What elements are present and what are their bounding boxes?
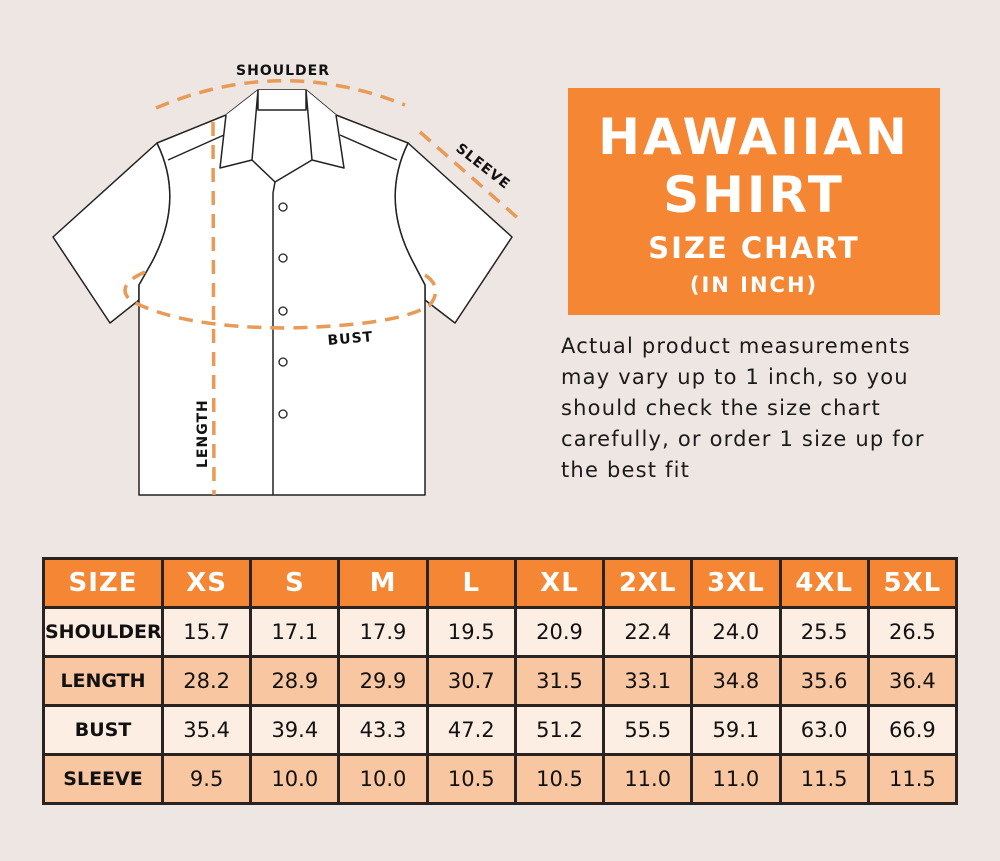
table-row-shoulder: SHOULDER 15.7 17.1 17.9 19.5 20.9 22.4 24.0 25.5… <box>42 606 959 658</box>
table-cell: 19.5 <box>425 606 517 658</box>
button-icon <box>278 409 288 419</box>
table-cell: 10.0 <box>337 753 429 805</box>
table-cell: 22.4 <box>602 606 694 658</box>
subtitle: SIZE CHART <box>648 231 860 265</box>
shirt-body <box>138 89 426 496</box>
table-cell: 29.9 <box>337 655 429 707</box>
header-size-3xl: 3XL <box>690 557 782 609</box>
table-cell: 17.1 <box>249 606 341 658</box>
table-cell: 35.4 <box>160 704 253 756</box>
shoulder-measure-line <box>155 79 406 110</box>
bust-label: BUST <box>327 329 374 349</box>
header-size-2xl: 2XL <box>602 557 694 609</box>
table-cell: 43.3 <box>337 704 429 756</box>
table-cell: 55.5 <box>602 704 694 756</box>
table-cell: 66.9 <box>866 704 959 756</box>
table-cell: 10.5 <box>425 753 517 805</box>
measurement-note: Actual product measurements may vary up … <box>561 334 925 482</box>
button-icon <box>278 202 288 212</box>
shirt-yoke <box>167 134 398 161</box>
header-size-5xl: 5XL <box>866 557 959 609</box>
table-cell: 26.5 <box>866 606 959 658</box>
table-cell: 63.0 <box>778 704 870 756</box>
table-cell: 39.4 <box>249 704 341 756</box>
table-cell: 34.8 <box>690 655 782 707</box>
table-cell: 9.5 <box>160 753 253 805</box>
table-cell: 31.5 <box>513 655 606 707</box>
table-cell: 51.2 <box>513 704 606 756</box>
header-size-m: M <box>337 557 429 609</box>
table-header-row: SIZE XS S M L XL 2XL 3XL 4XL 5XL <box>42 557 959 609</box>
table-cell: 28.9 <box>249 655 341 707</box>
row-label: SHOULDER <box>42 606 164 658</box>
table-cell: 24.0 <box>690 606 782 658</box>
table-cell: 17.9 <box>337 606 429 658</box>
header-size-l: L <box>425 557 517 609</box>
table-cell: 30.7 <box>425 655 517 707</box>
button-icon <box>278 357 288 367</box>
table-cell: 11.0 <box>602 753 694 805</box>
unit-label: (IN INCH) <box>689 273 819 297</box>
title-banner: HAWAIIAN SHIRT SIZE CHART (IN INCH) <box>568 88 940 315</box>
header-size-xl: XL <box>513 557 606 609</box>
table-row-bust: BUST 35.4 39.4 43.3 47.2 51.2 55.5 59.1 63.0 66.9 <box>42 704 959 756</box>
table-cell: 36.4 <box>866 655 959 707</box>
row-label: LENGTH <box>42 655 164 707</box>
shoulder-label: SHOULDER <box>236 63 330 79</box>
table-cell: 33.1 <box>602 655 694 707</box>
row-label: BUST <box>42 704 164 756</box>
table-cell: 15.7 <box>160 606 253 658</box>
table-cell: 47.2 <box>425 704 517 756</box>
table-cell: 20.9 <box>513 606 606 658</box>
title-line-2: SHIRT <box>663 166 845 224</box>
length-measure-line <box>211 121 216 496</box>
header-size-s: S <box>249 557 341 609</box>
header-size-4xl: 4XL <box>778 557 870 609</box>
table-cell: 35.6 <box>778 655 870 707</box>
table-cell: 11.0 <box>690 753 782 805</box>
table-cell: 10.5 <box>513 753 606 805</box>
button-icon <box>278 306 288 316</box>
shirt-diagram: SHOULDER SLEEVE BUST LENGTH <box>52 63 522 496</box>
table-cell: 10.0 <box>249 753 341 805</box>
title-line-1: HAWAIIAN <box>598 108 910 166</box>
header-size-label: SIZE <box>42 557 164 609</box>
table-row-length: LENGTH 28.2 28.9 29.9 30.7 31.5 33.1 34.8 35.6 36… <box>42 655 959 707</box>
row-label: SLEEVE <box>42 753 164 805</box>
table-cell: 11.5 <box>866 753 959 805</box>
size-table: SIZE XS S M L XL 2XL 3XL 4XL 5XL SHOULDER 15.7 17.1… <box>42 557 959 805</box>
table-cell: 28.2 <box>160 655 253 707</box>
bust-measure-line <box>123 270 438 330</box>
table-cell: 11.5 <box>778 753 870 805</box>
header-size-xs: XS <box>160 557 253 609</box>
shirt-collar <box>219 89 345 495</box>
button-icon <box>278 253 288 263</box>
table-cell: 25.5 <box>778 606 870 658</box>
table-cell: 59.1 <box>690 704 782 756</box>
length-label: LENGTH <box>195 399 211 468</box>
table-row-sleeve: SLEEVE 9.5 10.0 10.0 10.5 10.5 11.0 11.0 11.5 11.… <box>42 753 959 805</box>
